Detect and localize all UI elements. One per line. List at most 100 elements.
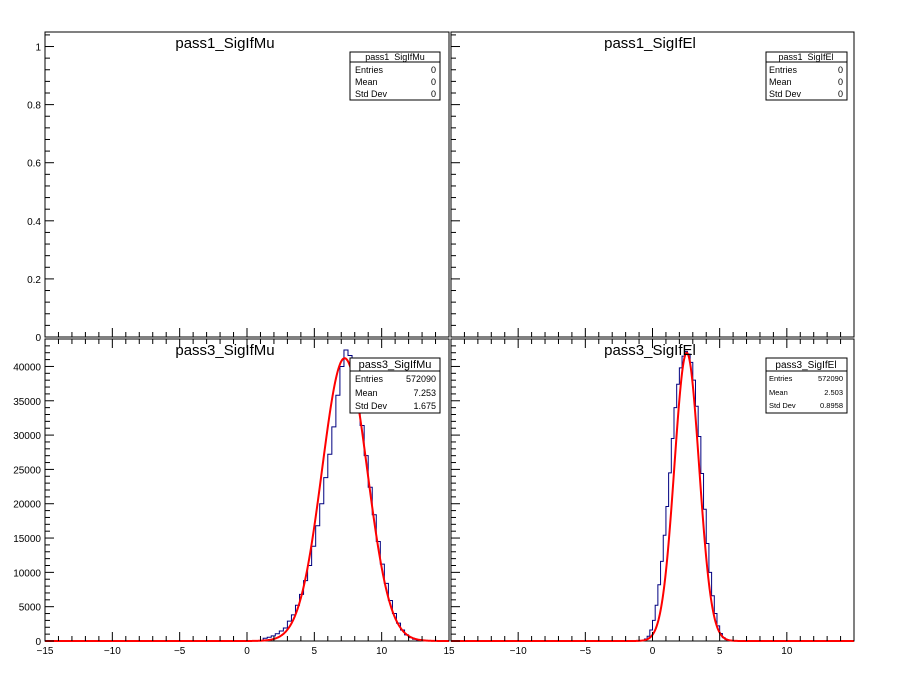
y-axis-ticks: 0 5000 10000 15000 20000 25000 30000 35000 40000 [13,338,54,648]
stats-box-frame [765,51,848,101]
histogram-bin [304,581,308,641]
histogram-bin [312,546,316,641]
histogram-outline [262,349,418,641]
y-tick-label: 0.6 [27,159,41,170]
y-tick-label: 1 [35,43,41,54]
pad-pass1-sigifmu: pass1_SigIfMu 0 0.2 0.4 0.6 0.8 1 pass1_SigIf… [27,31,450,344]
histogram-bin [682,356,685,641]
x-tick-label: −10 [510,646,527,657]
x-tick-label: 10 [781,646,793,657]
x-tick-label: 0 [650,646,656,657]
pad-pass3-sigifel: −10 −5 0 5 10 pass3_SigIfEl pass3_SigIfEl En… [450,338,855,657]
stats-label-entries: Entries [355,374,384,384]
x-tick-label: 15 [443,646,455,657]
x-axis-ticks [44,328,450,337]
histogram-title: pass3_SigIfMu [175,342,274,359]
x-axis-ticks [450,328,855,337]
x-tick-label: 5 [717,646,723,657]
x-tick-label: 10 [376,646,388,657]
x-tick-label: −15 [37,646,54,657]
y-tick-label: 15000 [13,534,41,545]
y-axis-ticks [451,34,460,338]
x-axis-ticks: −15 −10 −5 0 5 10 15 [37,339,455,657]
stats-label-stddev: Std Dev [769,401,796,410]
stats-box: pass3_SigIfMu Entries 572090 Mean 7.253 … [349,357,441,414]
stats-label-stddev: Std Dev [355,401,388,411]
y-axis-ticks: 0 0.2 0.4 0.6 0.8 1 [27,34,54,344]
histogram-bin [324,478,328,641]
x-tick-label: 0 [244,646,250,657]
histogram-bin [320,504,324,641]
pad-pass1-sigifel: pass1_SigIfEl pass1_SigIfEl Entries 0 Me… [450,31,855,338]
histogram-outline [643,350,729,641]
histogram-bin [679,368,682,641]
histogram-bin [687,354,690,641]
y-tick-label: 0.4 [27,217,41,228]
stats-value-entries: 0 [838,65,843,75]
histogram-bin [360,425,364,641]
stats-label-stddev: Std Dev [355,89,388,99]
stats-box-frame [349,51,441,101]
stats-box: pass1_SigIfMu Entries 0 Mean 0 Std Dev 0 [349,51,441,101]
y-tick-label: 5000 [19,603,42,614]
histogram-title: pass1_SigIfEl [604,35,696,52]
y-tick-label: 0.2 [27,275,41,286]
y-tick-label: 0.8 [27,101,41,112]
stats-value-stddev: 0.8958 [820,401,843,410]
histogram-bin [685,351,688,641]
histogram-title: pass3_SigIfEl [604,342,696,359]
stats-value-entries: 572090 [818,374,843,383]
stats-value-mean: 2.503 [824,388,843,397]
stats-box-title: pass3_SigIfEl [775,360,836,371]
x-tick-label: −5 [174,646,186,657]
stats-value-entries: 0 [431,65,436,75]
y-tick-label: 0 [35,333,41,344]
histogram-bin [328,454,332,641]
stats-box: pass3_SigIfEl Entries 572090 Mean 2.503 … [765,357,848,414]
y-tick-label: 30000 [13,431,41,442]
stats-value-mean: 0 [431,77,436,87]
histogram-bin [352,379,356,641]
y-tick-label: 40000 [13,362,41,373]
y-tick-label: 10000 [13,568,41,579]
stats-label-mean: Mean [355,388,378,398]
x-tick-label: −5 [580,646,592,657]
stats-box-frame [765,357,848,414]
x-axis-ticks: −10 −5 0 5 10 [450,339,855,657]
stats-value-mean: 0 [838,77,843,87]
y-axis-ticks [451,338,460,642]
stats-value-entries: 572090 [406,374,436,384]
pad-pass3-sigifmu: 0 5000 10000 15000 20000 25000 30000 35000 40000… [13,338,455,657]
stats-value-stddev: 0 [838,89,843,99]
stats-label-entries: Entries [769,374,793,383]
histogram-bin [356,399,360,641]
stats-label-mean: Mean [769,388,788,397]
stats-box-title: pass3_SigIfMu [359,359,432,371]
stats-box-frame [349,357,441,414]
histogram-bin [336,395,340,641]
y-tick-label: 35000 [13,397,41,408]
y-tick-label: 0 [35,637,41,648]
histogram-bin [332,427,336,641]
histogram-bin [690,362,693,641]
stats-value-stddev: 1.675 [413,401,436,411]
histogram-bin [364,456,368,641]
stats-box-title: pass1_SigIfMu [365,52,425,62]
y-tick-label: 25000 [13,465,41,476]
x-tick-label: −10 [104,646,121,657]
histogram-title: pass1_SigIfMu [175,35,274,52]
stats-label-mean: Mean [355,77,378,87]
histogram-bin [308,566,312,642]
histogram-bin [316,526,320,641]
stats-value-stddev: 0 [431,89,436,99]
x-tick-label: 5 [312,646,318,657]
stats-label-entries: Entries [769,65,798,75]
stats-label-mean: Mean [769,77,792,87]
histogram-bin [344,350,348,641]
stats-value-mean: 7.253 [413,388,436,398]
stats-label-stddev: Std Dev [769,89,802,99]
stats-box: pass1_SigIfEl Entries 0 Mean 0 Std Dev 0 [765,51,848,101]
stats-label-entries: Entries [355,65,384,75]
stats-box-title: pass1_SigIfEl [778,52,833,62]
